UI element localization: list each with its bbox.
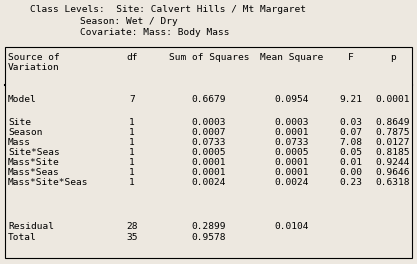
Text: Source of: Source of xyxy=(8,53,60,62)
Text: F: F xyxy=(348,53,353,62)
Text: 0.0001: 0.0001 xyxy=(274,128,309,137)
Text: 0.0001: 0.0001 xyxy=(274,168,309,177)
Text: 0.8649: 0.8649 xyxy=(376,118,410,127)
Text: 1: 1 xyxy=(129,168,135,177)
Text: 0.0001: 0.0001 xyxy=(376,95,410,104)
Text: 0.7875: 0.7875 xyxy=(376,128,410,137)
Text: 1: 1 xyxy=(129,148,135,157)
Text: 9.21: 9.21 xyxy=(339,95,362,104)
Text: Season: Wet / Dry: Season: Wet / Dry xyxy=(80,17,178,26)
Text: 0.23: 0.23 xyxy=(339,178,362,187)
Text: 0.07: 0.07 xyxy=(339,128,362,137)
Text: Site: Site xyxy=(8,118,31,127)
Text: Model: Model xyxy=(8,95,37,104)
Text: 0.0003: 0.0003 xyxy=(274,118,309,127)
Text: Total: Total xyxy=(8,233,37,242)
Text: 7: 7 xyxy=(129,95,135,104)
Text: 0.0104: 0.0104 xyxy=(274,222,309,231)
Text: 0.0733: 0.0733 xyxy=(274,138,309,147)
Text: Covariate: Mass: Body Mass: Covariate: Mass: Body Mass xyxy=(80,28,229,37)
Text: Mass: Mass xyxy=(8,138,31,147)
Text: 0.0024: 0.0024 xyxy=(274,178,309,187)
Text: 28: 28 xyxy=(126,222,138,231)
Text: 1: 1 xyxy=(129,128,135,137)
Text: Sum of Squares: Sum of Squares xyxy=(169,53,249,62)
Text: 0.8185: 0.8185 xyxy=(376,148,410,157)
Text: 0.9244: 0.9244 xyxy=(376,158,410,167)
Text: 7.08: 7.08 xyxy=(339,138,362,147)
Text: 1: 1 xyxy=(129,138,135,147)
Text: df: df xyxy=(126,53,138,62)
Text: 0.00: 0.00 xyxy=(339,168,362,177)
Text: 0.01: 0.01 xyxy=(339,158,362,167)
Text: 0.6679: 0.6679 xyxy=(192,95,226,104)
Text: p: p xyxy=(390,53,396,62)
Text: 0.9578: 0.9578 xyxy=(192,233,226,242)
Text: 0.0001: 0.0001 xyxy=(192,158,226,167)
Text: 0.0954: 0.0954 xyxy=(274,95,309,104)
Text: 0.0733: 0.0733 xyxy=(192,138,226,147)
Text: Site*Seas: Site*Seas xyxy=(8,148,60,157)
Text: 0.0024: 0.0024 xyxy=(192,178,226,187)
Text: Mass*Site: Mass*Site xyxy=(8,158,60,167)
Text: 0.0005: 0.0005 xyxy=(192,148,226,157)
Text: 1: 1 xyxy=(129,158,135,167)
Text: 0.03: 0.03 xyxy=(339,118,362,127)
Text: Season: Season xyxy=(8,128,43,137)
Text: 1: 1 xyxy=(129,118,135,127)
Text: Mass*Seas: Mass*Seas xyxy=(8,168,60,177)
Text: Class Levels:  Site: Calvert Hills / Mt Margaret: Class Levels: Site: Calvert Hills / Mt M… xyxy=(30,5,306,14)
Text: 0.05: 0.05 xyxy=(339,148,362,157)
Text: Residual: Residual xyxy=(8,222,54,231)
Text: Mass*Site*Seas: Mass*Site*Seas xyxy=(8,178,88,187)
Text: Variation: Variation xyxy=(8,63,60,72)
Text: 35: 35 xyxy=(126,233,138,242)
Text: 1: 1 xyxy=(129,178,135,187)
Text: 0.0127: 0.0127 xyxy=(376,138,410,147)
Text: 0.9646: 0.9646 xyxy=(376,168,410,177)
Text: 0.0005: 0.0005 xyxy=(274,148,309,157)
Text: 0.0001: 0.0001 xyxy=(192,168,226,177)
Text: 0.2899: 0.2899 xyxy=(192,222,226,231)
Text: 0.0003: 0.0003 xyxy=(192,118,226,127)
Text: 0.0001: 0.0001 xyxy=(274,158,309,167)
Text: 0.0007: 0.0007 xyxy=(192,128,226,137)
Text: Mean Square: Mean Square xyxy=(260,53,323,62)
Text: 0.6318: 0.6318 xyxy=(376,178,410,187)
